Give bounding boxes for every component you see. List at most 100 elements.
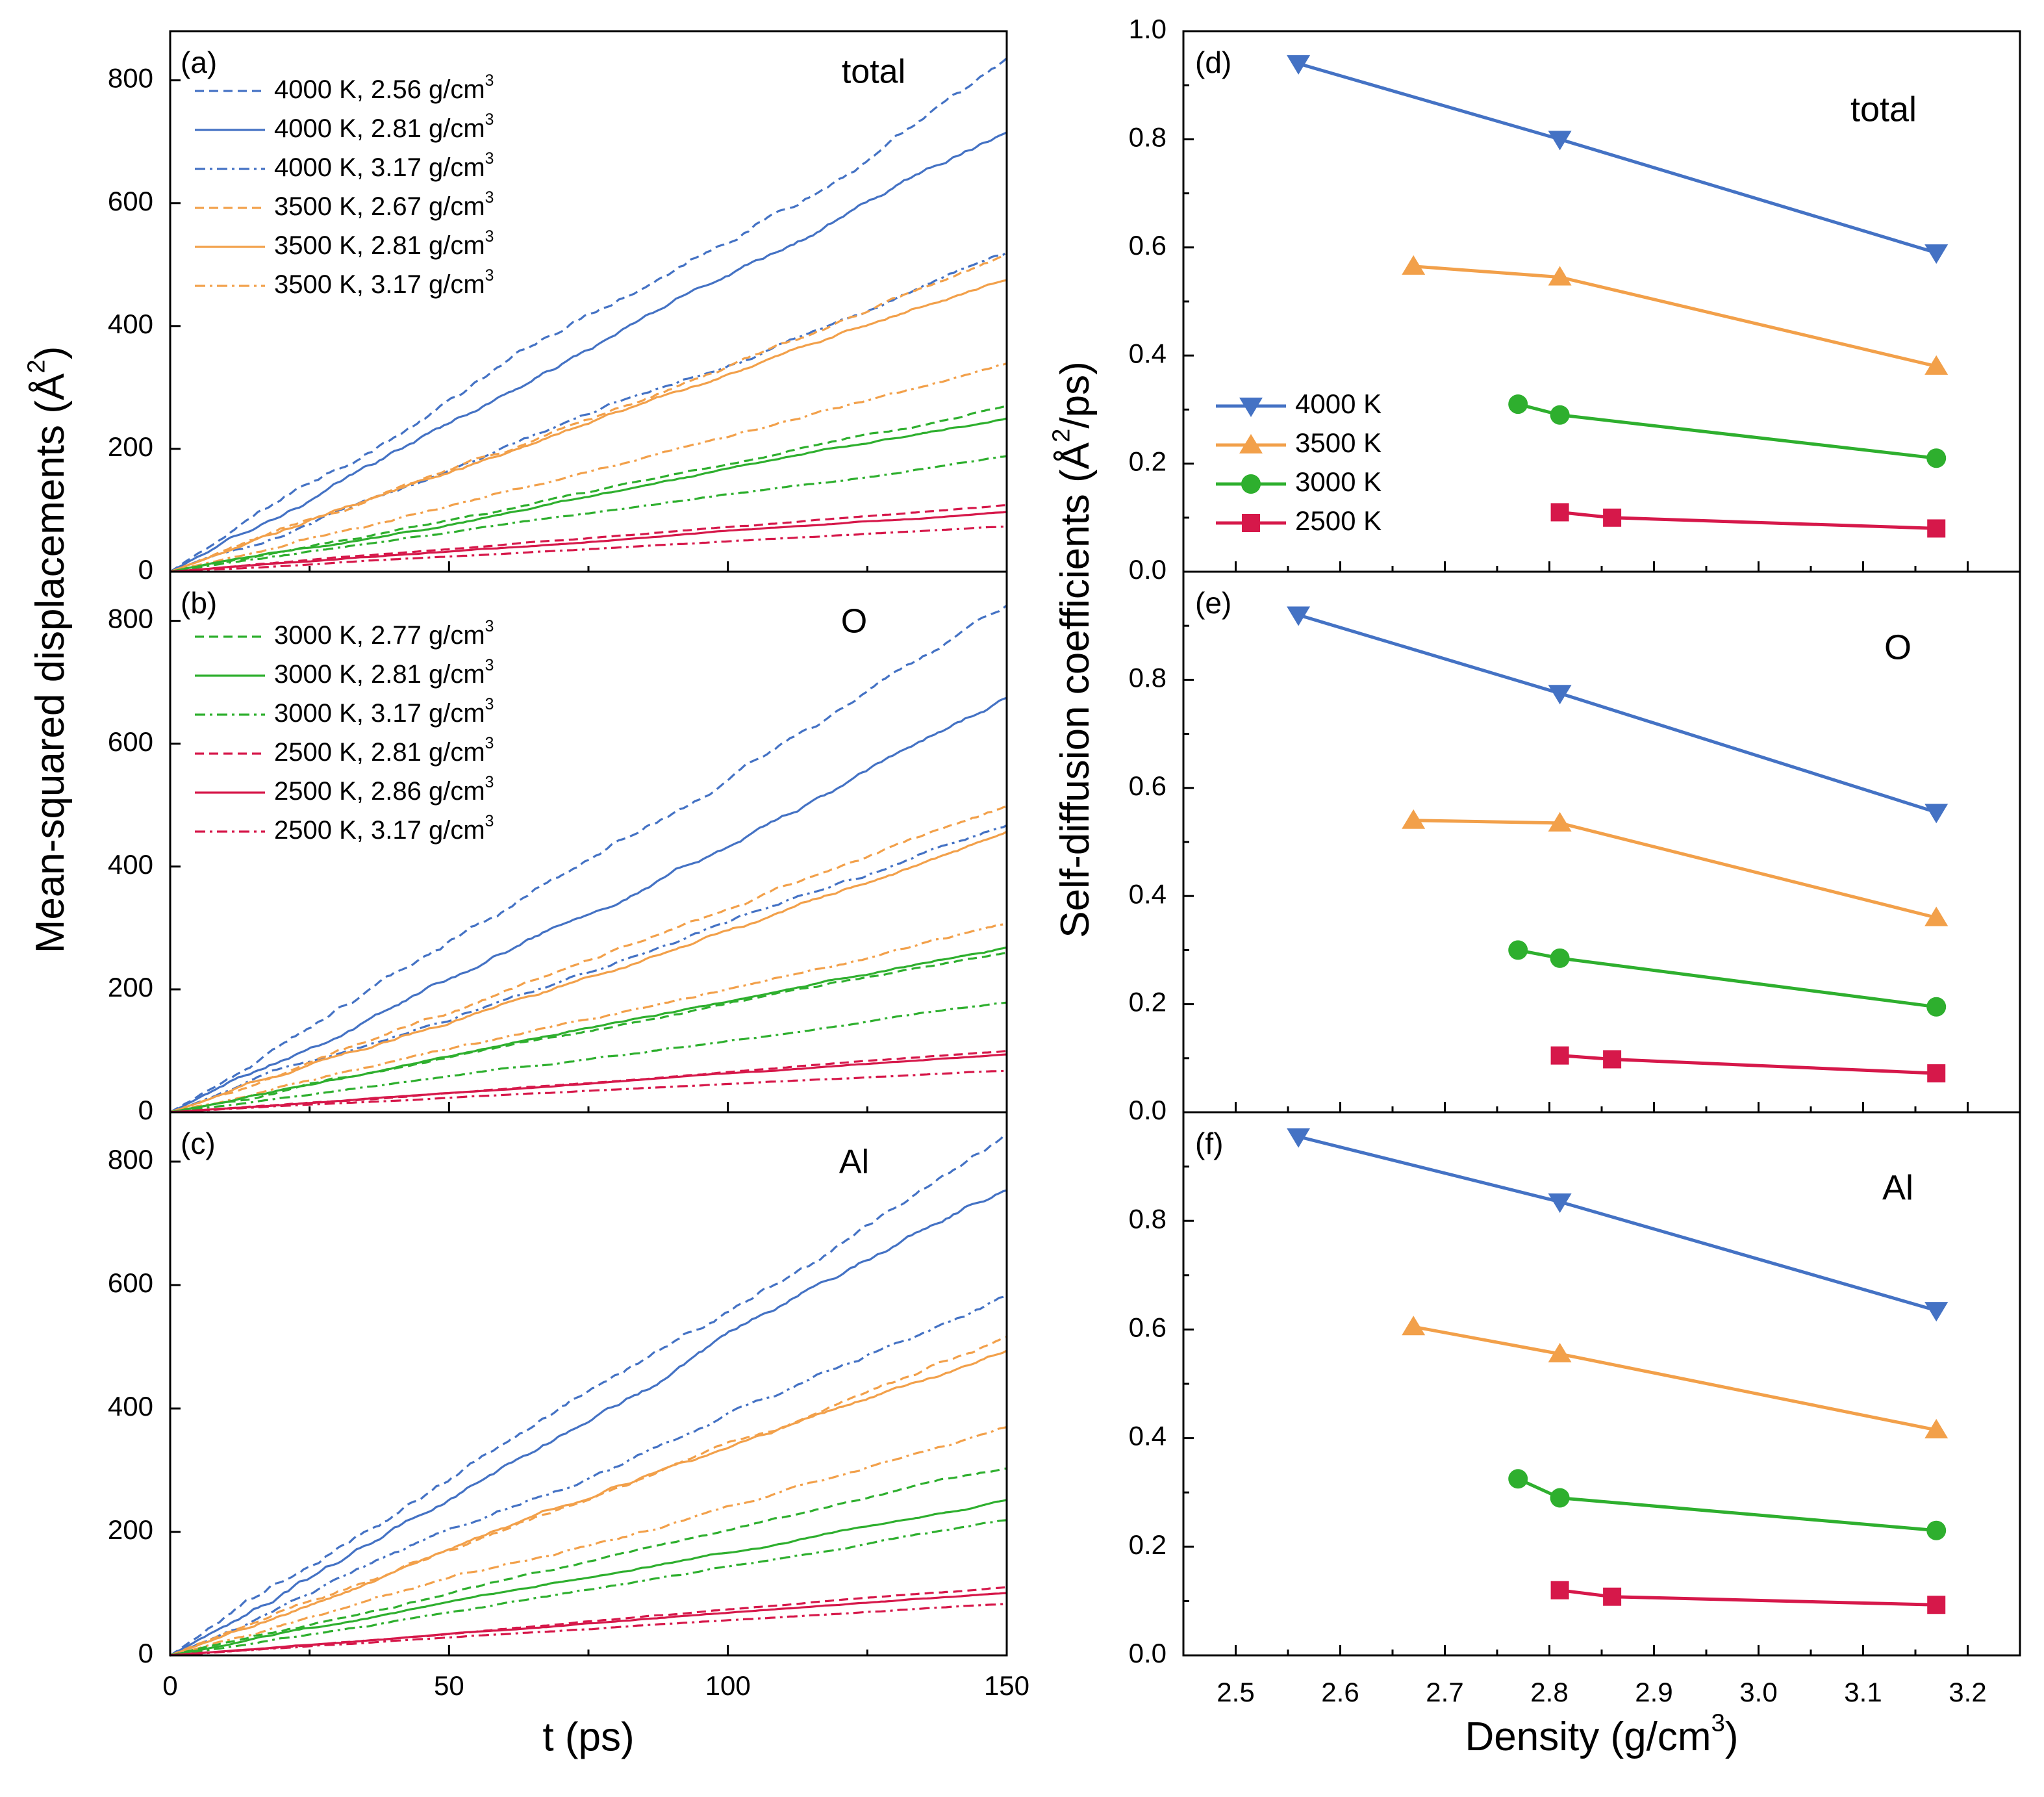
y-tick-label: 0.0 [1129,1638,1167,1668]
msd-series-line [170,946,1007,1114]
legend-label: 4000 K [1295,389,1382,419]
y-tick-label: 0.2 [1129,1529,1167,1560]
legend: 4000 K 3500 K 3000 K 2500 K [1216,389,1382,536]
marker-triangle-down [1548,685,1572,705]
legend-label: 3500 K, 2.81 g/cm3 [274,227,494,259]
legend-label-text: 4000 K, 3.17 g/cm [274,153,485,182]
y-tick-label: 0.4 [1129,338,1167,368]
marker-square [1550,1046,1569,1065]
diffusion-series-line [1298,62,1937,255]
y-tick-label: 800 [108,604,153,634]
msd-series-line [170,604,1007,1114]
legend-label-text: 4000 K, 2.56 g/cm [274,75,485,104]
legend-label-text: 2500 K, 3.17 g/cm [274,816,485,845]
msd-series-line [170,1586,1007,1657]
legend-label-text: 2500 K, 2.81 g/cm [274,738,485,767]
y-axis-label-tail: /ps) [1053,361,1098,428]
marker-circle [1926,997,1947,1017]
y-tick-label: 0.6 [1129,771,1167,801]
msd-series-line [170,1189,1007,1657]
legend-label-sup: 3 [485,617,494,635]
panel-label: (e) [1195,586,1231,620]
msd-series-line [170,830,1007,1114]
y-axis-label-sup: 2 [23,359,51,373]
legend-label: 3000 K, 2.77 g/cm3 [274,617,494,649]
msd-series-line [170,362,1007,573]
msd-series-line [170,455,1007,573]
x-tick-label: 100 [705,1670,751,1701]
marker-triangle-up [1924,355,1949,375]
legend-label-text: 3500 K, 2.81 g/cm [274,231,485,260]
legend-label-sup: 3 [485,773,494,791]
legend-label: 3000 K, 3.17 g/cm3 [274,695,494,727]
msd-series-line [170,279,1007,573]
marker-circle [1508,940,1528,960]
y-tick-label: 600 [108,726,153,757]
marker-circle [1550,405,1570,425]
legend-label-sup: 3 [485,149,494,167]
legend-label: 2500 K, 3.17 g/cm3 [274,812,494,844]
legend-label-text: 3000 K, 2.77 g/cm [274,621,485,650]
y-tick-label: 0 [138,1095,153,1125]
legend-label: 3500 K [1295,427,1382,458]
y-tick-label: 0.6 [1129,1312,1167,1342]
y-tick-label: 0.4 [1129,878,1167,909]
legend-label-text: 3500 K, 2.67 g/cm [274,192,485,221]
panel-label: (f) [1195,1127,1223,1160]
marker-square [1927,519,1946,538]
legend-label: 2500 K, 2.86 g/cm3 [274,773,494,805]
panel-label: (c) [181,1127,216,1160]
y-tick-label: 0.4 [1129,1421,1167,1451]
msd-series-line [170,1467,1007,1657]
y-tick-label: 400 [108,309,153,339]
x-axis-label: t (ps) [542,1714,634,1759]
y-tick-label: 400 [108,1391,153,1421]
marker-circle [1508,394,1528,414]
marker-circle [1550,1488,1570,1508]
x-tick-label: 2.6 [1321,1677,1359,1707]
diffusion-series-line [1298,613,1937,814]
panel-label: (a) [181,45,217,79]
y-tick-label: 0.0 [1129,1095,1167,1125]
marker-circle [1550,948,1570,968]
x-tick-label: 50 [434,1670,464,1701]
msd-series-line [170,1519,1007,1657]
legend-label-sup: 3 [485,656,494,674]
y-tick-label: 200 [108,431,153,462]
marker-triangle-down [1287,1128,1311,1148]
y-tick-label: 0 [138,554,153,585]
x-axis-label-sup: 3 [1711,1709,1724,1737]
y-tick-label: 0 [138,1638,153,1668]
panel-title: total [1850,90,1917,129]
msd-series-line [170,1001,1007,1114]
marker-triangle-up [1924,906,1949,926]
legend-label: 3500 K, 2.67 g/cm3 [274,188,494,220]
legend-label-text: 2500 K, 2.86 g/cm [274,777,485,806]
marker-triangle-up [1402,1316,1426,1336]
panel-d: 0.0 0.2 0.4 0.6 0.8 1.0 (d) total 4000 K 3500 K 30… [1129,14,2021,585]
y-axis-label-tail: ) [28,346,73,360]
panel-title: O [841,603,867,641]
marker-square [1603,508,1622,527]
marker-triangle-up [1402,809,1426,829]
y-tick-label: 0.2 [1129,987,1167,1017]
panel-label: (d) [1195,45,1231,79]
marker-square [1927,1064,1946,1083]
y-axis-label: Self-diffusion coefficients (Å2/ps) [1048,361,1098,938]
marker-triangle-up [1924,1419,1949,1439]
x-axis-label: Density (g/cm3) [1465,1709,1739,1760]
legend-label-sup: 3 [485,695,494,713]
diffusion-series-line [1413,264,1937,368]
msd-series-line [170,417,1007,573]
y-tick-label: 200 [108,972,153,1002]
legend-label-sup: 3 [485,110,494,128]
y-tick-label: 200 [108,1514,153,1545]
x-tick-label: 3.0 [1739,1677,1777,1707]
msd-series-line [170,511,1007,573]
legend-label: 4000 K, 2.56 g/cm3 [274,71,494,103]
x-tick-label: 150 [984,1670,1029,1701]
y-tick-label: 1.0 [1129,14,1167,44]
marker-square [1927,1596,1946,1614]
